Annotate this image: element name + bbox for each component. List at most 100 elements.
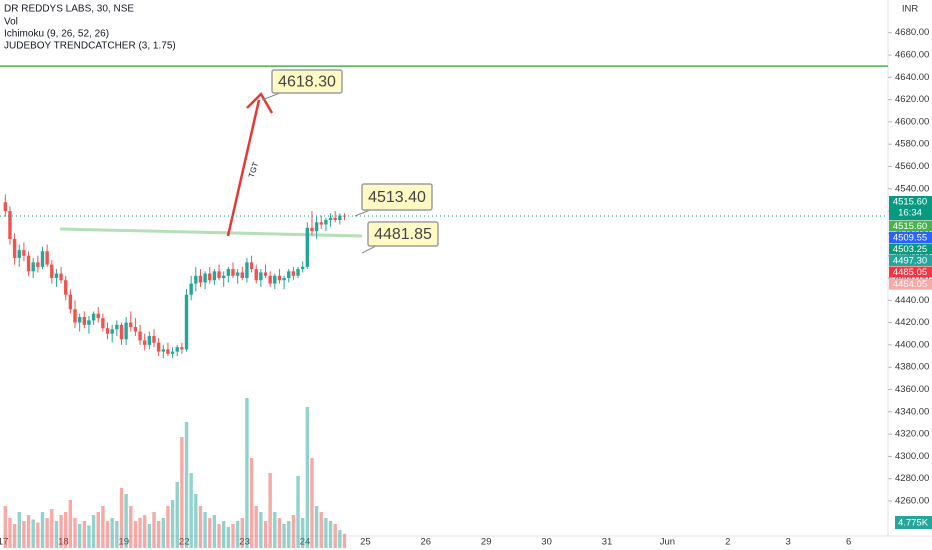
volume-bar bbox=[124, 494, 128, 548]
candle-body bbox=[254, 269, 258, 281]
volume-bar bbox=[245, 398, 249, 548]
candle-body bbox=[328, 217, 333, 221]
y-tick-label: 4260.00 bbox=[895, 496, 929, 507]
volume-bar bbox=[208, 518, 212, 548]
candle-body bbox=[198, 275, 203, 283]
y-tick-label: 4600.00 bbox=[895, 116, 929, 127]
candle-body bbox=[119, 324, 124, 340]
candle-body bbox=[170, 351, 175, 354]
candle-body bbox=[54, 273, 59, 278]
volume-bar bbox=[22, 521, 26, 548]
candle-body bbox=[36, 262, 40, 267]
candle-body bbox=[17, 250, 21, 258]
volume-bar bbox=[273, 512, 277, 548]
volume-bar bbox=[291, 515, 296, 548]
callout-box bbox=[271, 69, 343, 94]
volume-bar bbox=[221, 521, 226, 548]
arrow bbox=[226, 99, 261, 237]
volume-bar bbox=[180, 437, 184, 548]
volume-bar bbox=[254, 506, 258, 548]
volume-bar bbox=[231, 524, 235, 548]
y-tick-label: 4620.00 bbox=[895, 94, 929, 105]
volume-bar bbox=[82, 521, 87, 548]
volume-bar bbox=[166, 506, 170, 548]
volume-bar bbox=[17, 512, 21, 548]
volume-bar bbox=[143, 515, 147, 548]
price-badge bbox=[889, 278, 932, 290]
y-tick-label: 4560.00 bbox=[895, 161, 929, 172]
candle-body bbox=[268, 275, 272, 284]
price-badge-time: 16:34 bbox=[898, 208, 922, 219]
callout-pointer bbox=[261, 92, 281, 101]
volume-bar bbox=[68, 500, 73, 548]
volume-bar bbox=[138, 518, 142, 548]
volume-badge bbox=[895, 516, 932, 529]
volume-bar bbox=[259, 512, 263, 548]
candle-body bbox=[40, 251, 45, 267]
volume-bar bbox=[328, 521, 333, 548]
candle-body bbox=[3, 202, 8, 212]
price-badge-label: 4509.55 bbox=[893, 233, 927, 244]
y-tick-label: 4640.00 bbox=[895, 72, 929, 83]
candle-body bbox=[64, 280, 68, 295]
volume-bar bbox=[175, 482, 179, 548]
volume-bar bbox=[156, 521, 161, 548]
volume-bar bbox=[282, 524, 286, 548]
candle-body bbox=[129, 322, 133, 328]
candle-body bbox=[287, 271, 291, 278]
volume-bar bbox=[194, 494, 198, 548]
volume-bar bbox=[50, 509, 54, 548]
candle-body bbox=[324, 220, 328, 225]
candle-body bbox=[319, 222, 323, 225]
y-tick-label: 4360.00 bbox=[895, 384, 929, 395]
volume-bar bbox=[31, 519, 35, 548]
x-tick-label: 22 bbox=[179, 537, 190, 548]
price-badge bbox=[889, 243, 932, 255]
volume-bar bbox=[45, 518, 49, 548]
volume-bar bbox=[314, 506, 319, 548]
x-tick-label: 29 bbox=[481, 537, 492, 548]
volume-bar bbox=[73, 518, 77, 548]
callout-pointer bbox=[361, 245, 377, 254]
volume-bar bbox=[64, 512, 68, 548]
candle-body bbox=[221, 275, 226, 278]
candle-body bbox=[8, 211, 12, 239]
candle-body bbox=[166, 349, 170, 354]
candle-body bbox=[259, 272, 263, 281]
volume-bar bbox=[268, 473, 272, 548]
price-badge bbox=[889, 266, 932, 278]
volume-bar bbox=[198, 506, 203, 548]
volume-bar bbox=[40, 512, 45, 548]
y-tick-label: 4420.00 bbox=[895, 317, 929, 328]
indicator-label: Vol bbox=[4, 17, 18, 28]
arrow-head bbox=[246, 91, 274, 114]
volume-bar bbox=[235, 521, 240, 548]
y-tick-label: 4440.00 bbox=[895, 295, 929, 306]
callout-label: 4481.85 bbox=[374, 226, 432, 243]
volume-bar bbox=[333, 524, 337, 548]
x-tick-label: 2 bbox=[725, 537, 730, 548]
x-tick-label: 3 bbox=[786, 537, 791, 548]
candle-body bbox=[231, 269, 235, 276]
candle-body bbox=[273, 275, 277, 284]
volume-bar bbox=[300, 518, 305, 548]
candle-body bbox=[26, 255, 31, 272]
candle-body bbox=[115, 324, 119, 330]
candle-body bbox=[282, 278, 286, 281]
volume-bar bbox=[8, 518, 12, 548]
candle-body bbox=[73, 309, 77, 323]
price-badge-label: 4497.30 bbox=[893, 256, 927, 267]
price-badge bbox=[889, 196, 932, 221]
volume-bar bbox=[59, 515, 63, 548]
volume-bar bbox=[249, 458, 254, 548]
candle-body bbox=[143, 340, 147, 345]
volume-bar bbox=[263, 521, 268, 548]
volume-bar bbox=[77, 524, 82, 548]
volume-bar bbox=[115, 521, 119, 548]
candle-body bbox=[91, 313, 96, 321]
candle-body bbox=[249, 262, 254, 270]
x-tick-label: 19 bbox=[119, 537, 130, 548]
volume-bar bbox=[217, 524, 221, 548]
volume-bar bbox=[226, 527, 231, 548]
